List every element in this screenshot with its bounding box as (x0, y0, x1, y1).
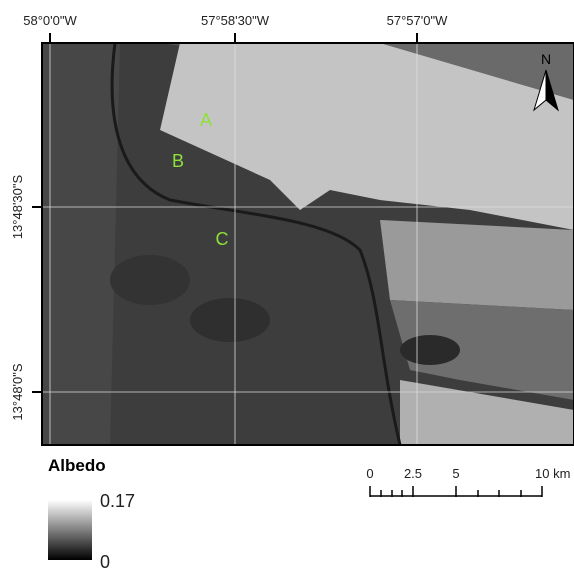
north-arrow: N (533, 51, 559, 112)
scale-label: 2.5 (404, 466, 422, 481)
dark-patch (190, 298, 270, 342)
river (110, 43, 402, 445)
graticule (42, 43, 574, 445)
arrow-half (545, 69, 559, 112)
dark-patch (400, 335, 460, 365)
bright-fields (160, 43, 574, 230)
satellite-image (42, 43, 574, 445)
map-frame (41, 42, 574, 446)
forest (42, 43, 120, 445)
field (390, 300, 574, 400)
lat-label: 13°48'0"S (10, 363, 25, 420)
scale-bar (369, 486, 543, 497)
lon-label: 58°0'0"W (23, 13, 77, 28)
point-label: B (172, 151, 184, 171)
legend-ramp (48, 500, 92, 560)
point-label: C (216, 229, 229, 249)
north-label: N (541, 51, 551, 67)
legend-title: Albedo (48, 456, 106, 475)
frame-ticks (32, 33, 418, 393)
scale-label: 0 (366, 466, 373, 481)
field (380, 220, 574, 310)
lon-label: 57°57'0"W (387, 13, 448, 28)
scale-label: 5 (452, 466, 459, 481)
legend-min: 0 (100, 552, 110, 570)
field (380, 43, 574, 100)
legend-max: 0.17 (100, 491, 135, 511)
field (400, 380, 574, 445)
lat-label: 13°48'30"S (10, 175, 25, 240)
scale-label: 10 km (535, 466, 570, 481)
dark-patch (110, 255, 190, 305)
lon-label: 57°58'30"W (201, 13, 270, 28)
point-label: A (200, 110, 212, 130)
